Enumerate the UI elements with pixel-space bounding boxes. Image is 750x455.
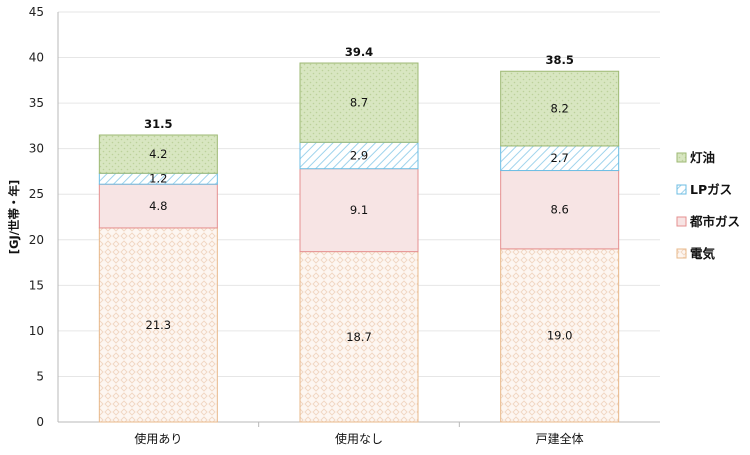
y-axis-label: [GJ/世帯・年] <box>7 180 21 254</box>
bar-segment <box>299 62 419 143</box>
bar-segment <box>500 145 620 172</box>
y-tick-label: 15 <box>29 278 44 292</box>
legend-swatch <box>676 152 687 163</box>
legend-item-electricity: 電気 <box>676 246 716 261</box>
legend-label: LPガス <box>690 182 732 197</box>
bars-group: 21.3 4.8 1.2 4.2 31.5 18.7 9.1 2.9 8.7 39.4 19.0 8.… <box>98 45 620 423</box>
bar-total-label: 31.5 <box>144 117 172 131</box>
bar-segment-label: 21.3 <box>146 318 172 332</box>
y-tick-label: 25 <box>29 187 44 201</box>
y-tick-label: 35 <box>29 96 44 110</box>
y-tick-label: 10 <box>29 324 44 338</box>
bar-segment-label: 2.7 <box>551 151 569 165</box>
bar-segment <box>500 70 620 147</box>
y-tick-label: 20 <box>29 233 44 247</box>
legend-label: 灯油 <box>690 150 715 165</box>
bar-segment <box>299 141 419 170</box>
category-use-yes: 使用あり <box>134 431 182 446</box>
y-tick-label: 40 <box>29 51 44 65</box>
bar-segment-label: 2.9 <box>350 149 368 163</box>
category-detached-all: 戸建全体 <box>536 431 584 446</box>
bar-segment <box>299 251 419 423</box>
bar-segment <box>98 227 218 423</box>
bar-segment-label: 8.2 <box>551 102 569 116</box>
y-axis-ticks: 0 5 10 15 20 25 30 35 40 45 <box>29 5 44 429</box>
legend-item-kerosene: 灯油 <box>676 150 715 165</box>
y-tick-label: 45 <box>29 5 44 19</box>
legend-label: 都市ガス <box>689 214 740 229</box>
legend-swatch <box>676 216 687 227</box>
category-use-no: 使用なし <box>335 431 383 446</box>
bar-segment-label: 8.6 <box>551 203 569 217</box>
bar-segment <box>500 170 620 250</box>
bar-segment-label: 4.8 <box>149 199 167 213</box>
bar-segment-label: 4.2 <box>149 147 167 161</box>
bar-segment <box>299 168 419 253</box>
bar-segment-label: 18.7 <box>346 330 372 344</box>
legend-item-lpgas: LPガス <box>676 182 732 197</box>
bar-segment <box>98 134 218 174</box>
legend-label: 電気 <box>690 246 716 261</box>
legend-swatch <box>676 248 687 259</box>
bar-total-label: 39.4 <box>345 45 373 59</box>
legend-swatch <box>676 184 687 195</box>
y-tick-label: 0 <box>36 415 44 429</box>
x-axis-categories: 使用あり 使用なし 戸建全体 <box>134 422 584 446</box>
y-tick-label: 5 <box>36 369 44 383</box>
legend-item-citygas: 都市ガス <box>676 214 740 229</box>
bar-segment <box>98 183 218 229</box>
bar-segment-label: 19.0 <box>547 328 573 342</box>
bar-total-label: 38.5 <box>545 53 573 67</box>
bar-segment-label: 8.7 <box>350 96 368 110</box>
y-tick-label: 30 <box>29 142 44 156</box>
bar-segment-label: 9.1 <box>350 203 368 217</box>
bar-segment-label: 1.2 <box>149 172 167 186</box>
